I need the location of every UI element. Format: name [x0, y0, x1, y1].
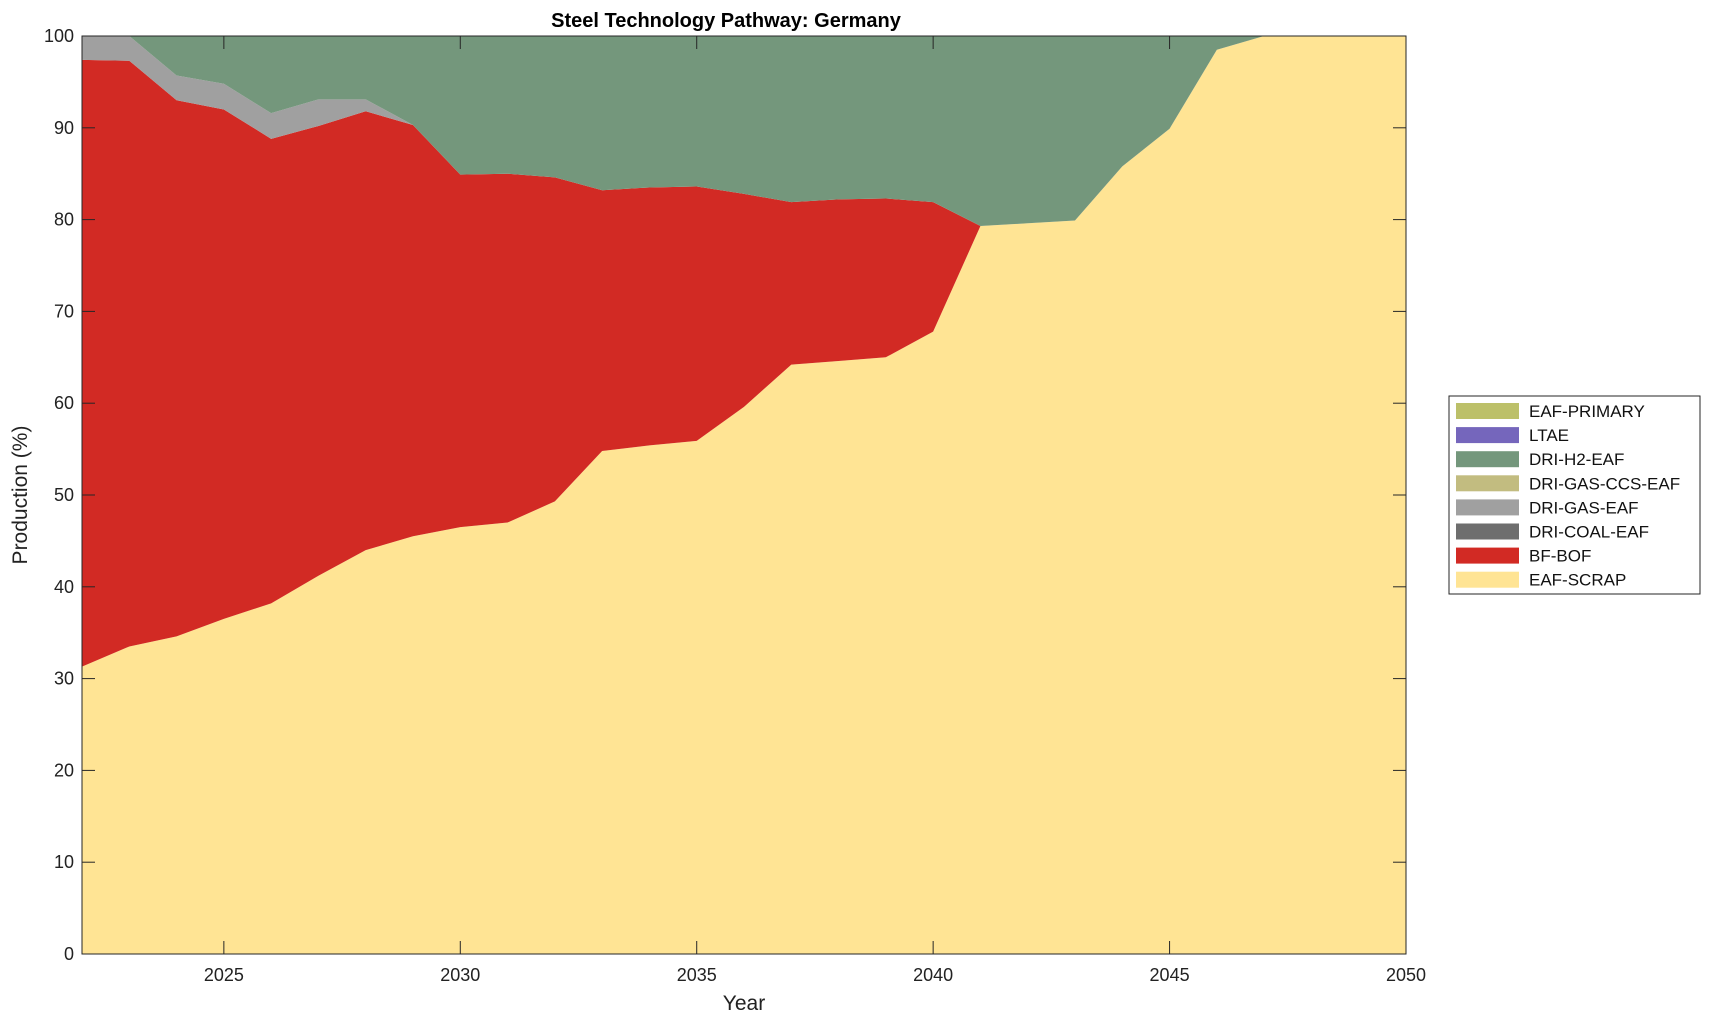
y-axis-title: Production (%) — [9, 426, 32, 565]
legend-label: DRI-COAL-EAF — [1529, 523, 1649, 542]
legend-swatch — [1456, 571, 1519, 588]
legend-label: DRI-H2-EAF — [1529, 450, 1624, 469]
x-tick-label-2045: 2045 — [1150, 965, 1190, 985]
y-tick-label-60: 60 — [54, 393, 74, 413]
legend-swatch — [1456, 523, 1519, 540]
legend-label: DRI-GAS-CCS-EAF — [1529, 474, 1680, 493]
legend-label: EAF-PRIMARY — [1529, 402, 1645, 421]
x-tick-labels: 2025 2030 2035 2040 2045 2050 — [204, 965, 1426, 985]
x-axis-title: Year — [723, 992, 765, 1015]
y-tick-label-70: 70 — [54, 301, 74, 321]
legend-item-dri-coal-eaf: DRI-COAL-EAF — [1456, 523, 1649, 542]
legend-label: DRI-GAS-EAF — [1529, 498, 1639, 517]
legend-item-dri-gas-eaf: DRI-GAS-EAF — [1456, 498, 1639, 517]
y-tick-labels: 0 10 20 30 40 50 60 70 80 90 100 — [44, 26, 74, 964]
y-tick-label-0: 0 — [64, 944, 74, 964]
y-tick-label-90: 90 — [54, 118, 74, 138]
area-bf-bof — [82, 36, 1406, 667]
y-tick-label-30: 30 — [54, 669, 74, 689]
legend-item-eaf-primary: EAF-PRIMARY — [1456, 402, 1645, 421]
chart-title: Steel Technology Pathway: Germany — [551, 10, 902, 32]
y-tick-label-50: 50 — [54, 485, 74, 505]
legend-item-dri-gas-ccs-eaf: DRI-GAS-CCS-EAF — [1456, 474, 1680, 493]
y-tick-label-100: 100 — [44, 26, 74, 46]
x-tick-label-2050: 2050 — [1386, 965, 1426, 985]
legend-swatch — [1456, 451, 1519, 468]
legend-label: LTAE — [1529, 426, 1569, 445]
legend-item-ltae: LTAE — [1456, 426, 1569, 445]
area-dri-h2-eaf — [82, 36, 1406, 227]
y-tick-label-10: 10 — [54, 852, 74, 872]
stacked-areas — [82, 36, 1406, 954]
y-tick-label-20: 20 — [54, 760, 74, 780]
legend-swatch — [1456, 403, 1519, 419]
x-tick-label-2025: 2025 — [204, 965, 244, 985]
area-eaf-scrap — [82, 36, 1406, 954]
legend: EAF-PRIMARY LTAE DRI-H2-EAF DRI-GAS-CCS-EAF… — [1448, 395, 1701, 595]
legend-item-dri-h2-eaf: DRI-H2-EAF — [1456, 450, 1624, 469]
legend-swatch — [1456, 475, 1519, 492]
legend-item-eaf-scrap: EAF-SCRAP — [1456, 571, 1626, 590]
legend-item-bf-bof: BF-BOF — [1456, 547, 1591, 566]
legend-label: BF-BOF — [1529, 547, 1591, 566]
legend-swatch — [1456, 547, 1519, 564]
y-tick-label-40: 40 — [54, 577, 74, 597]
axis-ticks — [82, 35, 1407, 955]
x-tick-label-2035: 2035 — [677, 965, 717, 985]
legend-label: EAF-SCRAP — [1529, 571, 1626, 590]
y-tick-label-80: 80 — [54, 210, 74, 230]
x-tick-label-2030: 2030 — [440, 965, 480, 985]
legend-swatch — [1456, 427, 1519, 444]
x-tick-label-2040: 2040 — [913, 965, 953, 985]
legend-swatch — [1456, 499, 1519, 516]
